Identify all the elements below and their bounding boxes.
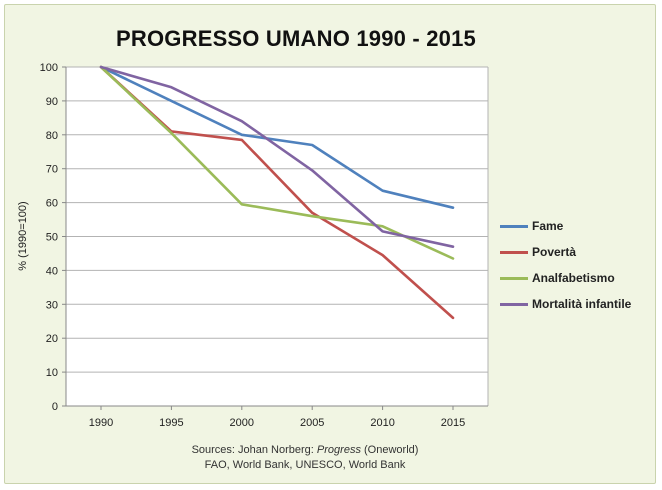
- y-tick-label: 80: [46, 130, 58, 142]
- legend-label: Mortalità infantile: [532, 297, 632, 311]
- x-tick-label: 2015: [441, 417, 465, 429]
- legend-swatch: [500, 277, 528, 280]
- series-line-analfabetismo: [99, 65, 455, 260]
- y-tick-label: 70: [46, 164, 58, 176]
- legend-label: Fame: [532, 219, 564, 233]
- legend-swatch: [500, 303, 528, 306]
- chart-title: PROGRESSO UMANO 1990 - 2015: [116, 26, 476, 51]
- x-tick-label: 2000: [230, 417, 254, 429]
- source-suffix: (Oneworld): [360, 444, 419, 456]
- source-prefix: Sources: Johan Norberg:: [191, 444, 317, 456]
- x-tick-label: 2010: [370, 417, 394, 429]
- y-tick-label: 40: [46, 265, 58, 277]
- legend-swatch: [500, 251, 528, 254]
- x-tick-label: 2005: [300, 417, 324, 429]
- y-tick-label: 20: [46, 333, 58, 345]
- x-tick-label: 1995: [159, 417, 183, 429]
- y-tick-label: 50: [46, 232, 58, 244]
- source-book-title: Progress: [316, 444, 361, 456]
- legend-swatch: [500, 225, 528, 228]
- y-tick-label: 60: [46, 198, 58, 210]
- y-tick-label: 90: [46, 96, 58, 108]
- series-line-fame: [99, 65, 455, 209]
- y-tick-label: 100: [40, 62, 58, 74]
- legend-label: Povertà: [532, 245, 577, 259]
- source-line-1: Sources: Johan Norberg: Progress (Onewor…: [60, 444, 550, 456]
- legend-label: Analfabetismo: [532, 271, 615, 285]
- x-tick-label: 1990: [89, 417, 113, 429]
- y-tick-label: 10: [46, 367, 58, 379]
- y-tick-label: 30: [46, 299, 58, 311]
- source-line-2: FAO, World Bank, UNESCO, World Bank: [204, 459, 406, 471]
- y-tick-label: 0: [52, 401, 58, 413]
- y-axis-label: % (1990=100): [17, 201, 29, 270]
- series-line-mortalit-infantile: [99, 65, 455, 248]
